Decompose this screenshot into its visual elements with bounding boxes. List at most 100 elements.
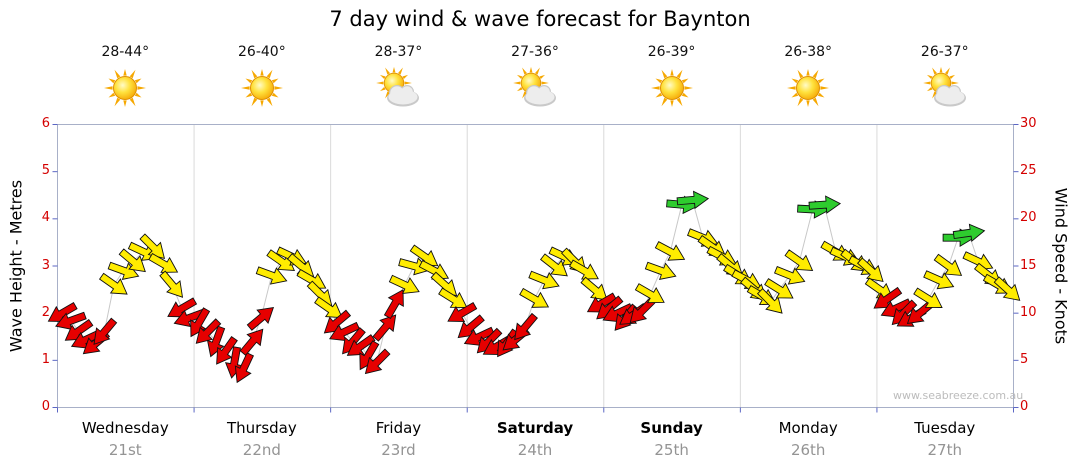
day-label: Tuesday 27th — [876, 419, 1013, 459]
wind-arrow — [923, 270, 955, 290]
day-label: Sunday 25th — [603, 419, 740, 459]
wave-height-tick: 2 — [41, 304, 50, 320]
wind-arrow — [644, 261, 677, 280]
sun-icon — [603, 60, 740, 116]
day-date: 24th — [517, 441, 553, 459]
day-date: 25th — [654, 441, 689, 459]
wind-speed-tick: 25 — [1020, 163, 1037, 179]
temperature-range: 28-37° — [374, 44, 423, 60]
wave-height-tick: 3 — [41, 257, 50, 273]
temperature-range: 26-39° — [647, 44, 696, 60]
wind-arrow — [629, 297, 656, 324]
wind-speed-tick: 10 — [1020, 304, 1037, 320]
day-name: Monday — [778, 419, 838, 437]
wind-arrow — [463, 326, 495, 346]
wind-speed-tick: 20 — [1020, 210, 1037, 226]
wind-arrow — [784, 249, 814, 271]
sun-icon — [194, 60, 331, 116]
wind-arrow — [255, 266, 288, 285]
wind-arrow — [364, 348, 391, 375]
wind-arrow — [314, 296, 343, 319]
wind-arrow — [148, 252, 179, 273]
day-name: Thursday — [226, 419, 297, 437]
day-name: Tuesday — [914, 419, 976, 437]
sun-cloud-icon — [467, 60, 604, 116]
wind-arrow — [539, 253, 568, 277]
wind-arrow — [266, 249, 296, 271]
wave-height-tick: 0 — [41, 399, 50, 414]
day-name: Saturday — [496, 419, 574, 437]
wind-arrow — [676, 190, 710, 210]
wind-speed-tick: 0 — [1020, 399, 1029, 414]
temperature-range: 28-44° — [101, 44, 150, 60]
wind-arrow — [654, 241, 686, 261]
wind-arrow — [856, 257, 884, 282]
day-label: Friday 23rd — [330, 419, 467, 459]
wind-arrow — [913, 287, 943, 308]
wind-arrow — [873, 286, 903, 309]
day-label: Wednesday 21st — [57, 419, 194, 459]
wind-arrow — [993, 276, 1021, 301]
wind-arrow — [447, 302, 478, 323]
right-axis-title: Wind Speed - Knots — [1051, 187, 1071, 345]
wind-arrow — [388, 274, 420, 294]
chart-title: 7 day wind & wave forecast for Baynton — [329, 7, 751, 31]
wind-arrow — [438, 287, 468, 308]
wind-arrow — [329, 321, 360, 342]
wind-speed-tick: 30 — [1020, 116, 1037, 131]
wind-arrow — [239, 328, 264, 356]
day-name: Sunday — [640, 419, 703, 437]
temperature-range: 26-40° — [238, 44, 286, 60]
wind-arrow — [93, 317, 118, 345]
wind-arrow — [514, 312, 538, 341]
weather-icons-row — [57, 60, 1013, 116]
watermark: www.seabreeze.com.au — [893, 389, 1024, 402]
day-name: Friday — [375, 419, 422, 437]
day-name: Wednesday — [81, 419, 169, 437]
day-label: Saturday 24th — [467, 419, 604, 459]
wind-arrow — [190, 307, 211, 338]
temperature-row: 28-44° 26-40° 28-37° 27-36° 26-39° 26-38° 26-3… — [57, 44, 1013, 60]
wave-height-tick: 5 — [41, 163, 50, 179]
wind-arrow — [756, 288, 783, 314]
temperature-range: 26-38° — [784, 44, 833, 60]
wind-arrow — [519, 287, 550, 308]
day-label: Monday 26th — [740, 419, 877, 459]
wind-arrow — [159, 270, 184, 298]
wind-arrow — [173, 308, 206, 328]
wind-arrow — [346, 334, 376, 356]
wind-arrow — [457, 314, 485, 339]
wind-arrow — [206, 325, 226, 358]
wind-arrow — [528, 270, 560, 290]
day-date: 27th — [927, 441, 962, 459]
day-labels-row: Wednesday 21st Thursday 22nd Friday 23rd Satur… — [57, 419, 1013, 459]
wind-arrow — [568, 259, 599, 280]
wind-arrow — [383, 289, 404, 320]
wind-arrow — [580, 276, 608, 301]
day-date: 26th — [790, 441, 826, 459]
wave-height-tick: 4 — [41, 210, 50, 226]
wind-arrow — [952, 223, 986, 242]
left-axis-title: Wave Height - Metres — [6, 179, 26, 353]
wind-arrow — [55, 311, 87, 330]
wave-height-tick: 1 — [41, 351, 50, 367]
wind-arrow — [372, 314, 397, 342]
wind-speed-tick: 15 — [1020, 257, 1037, 273]
wind-arrow — [773, 265, 806, 285]
sun-icon — [57, 60, 194, 116]
day-label: Thursday 22nd — [194, 419, 331, 459]
wind-arrow — [634, 283, 665, 304]
wind-arrow — [107, 261, 140, 280]
wind-arrow — [216, 335, 238, 365]
wind-arrow — [98, 272, 128, 295]
wind-speed-tick: 5 — [1020, 351, 1029, 367]
day-date: 23rd — [381, 441, 416, 459]
wind-arrow — [808, 195, 842, 214]
sun-cloud-icon — [876, 60, 1013, 116]
wind-arrow — [118, 248, 146, 273]
sun-icon — [740, 60, 877, 116]
sun-cloud-icon — [330, 60, 467, 116]
temperature-range: 27-36° — [511, 44, 559, 60]
